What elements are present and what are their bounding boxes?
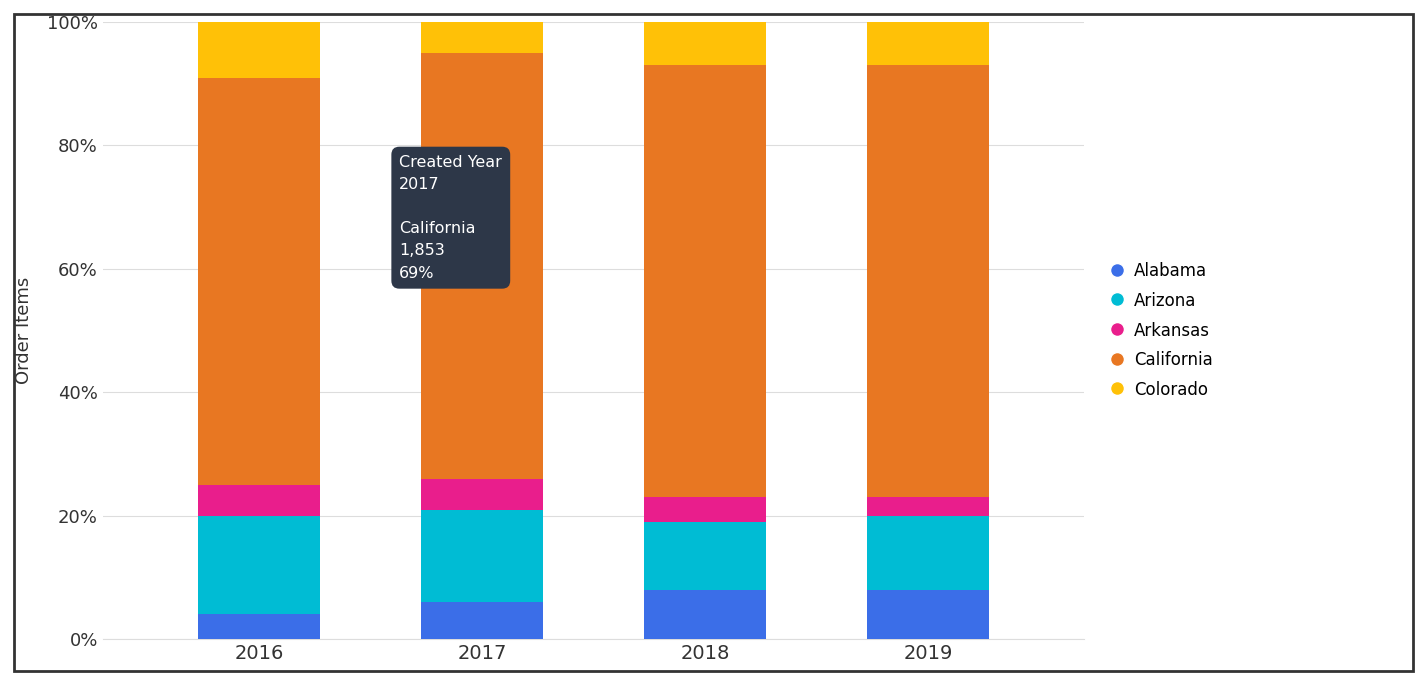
Bar (197, 516, 320, 614)
Bar (866, 22, 990, 65)
Bar (197, 77, 320, 485)
Bar (866, 516, 990, 590)
Bar (197, 614, 320, 639)
Bar (197, 485, 320, 516)
Bar (420, 479, 544, 510)
Bar (866, 65, 990, 497)
Bar (420, 53, 544, 479)
Bar (866, 497, 990, 516)
Bar (420, 602, 544, 639)
Bar (643, 497, 767, 522)
Bar (643, 522, 767, 590)
Bar (420, 510, 544, 602)
Bar (866, 590, 990, 639)
Bar (643, 590, 767, 639)
Bar (643, 22, 767, 65)
Legend: Alabama, Arizona, Arkansas, California, Colorado: Alabama, Arizona, Arkansas, California, … (1102, 256, 1220, 405)
Y-axis label: Order Items: Order Items (16, 277, 33, 384)
Bar (643, 65, 767, 497)
Text: Created Year
2017

California
1,853
69%: Created Year 2017 California 1,853 69% (399, 155, 503, 281)
Bar (197, 22, 320, 77)
Bar (420, 22, 544, 53)
